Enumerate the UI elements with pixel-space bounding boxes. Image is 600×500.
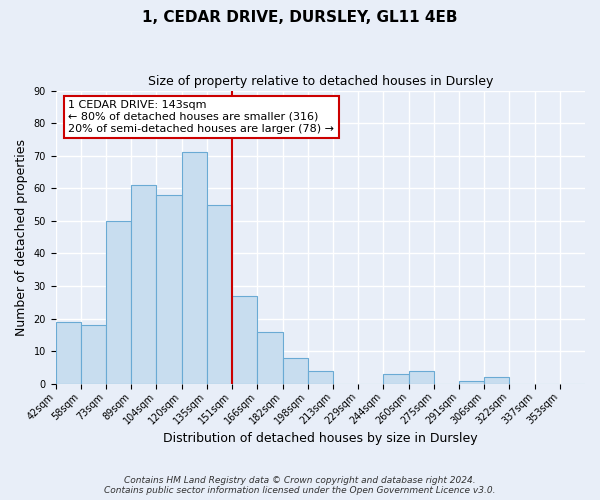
Bar bbox=[81, 325, 106, 384]
Bar bbox=[157, 195, 182, 384]
Bar bbox=[257, 332, 283, 384]
Y-axis label: Number of detached properties: Number of detached properties bbox=[15, 138, 28, 336]
Bar bbox=[383, 374, 409, 384]
Bar bbox=[106, 221, 131, 384]
Bar bbox=[232, 296, 257, 384]
Bar bbox=[459, 380, 484, 384]
Bar bbox=[131, 185, 157, 384]
Bar bbox=[56, 322, 81, 384]
Text: 1 CEDAR DRIVE: 143sqm
← 80% of detached houses are smaller (316)
20% of semi-det: 1 CEDAR DRIVE: 143sqm ← 80% of detached … bbox=[68, 100, 334, 134]
Bar bbox=[283, 358, 308, 384]
Text: Contains HM Land Registry data © Crown copyright and database right 2024.
Contai: Contains HM Land Registry data © Crown c… bbox=[104, 476, 496, 495]
X-axis label: Distribution of detached houses by size in Dursley: Distribution of detached houses by size … bbox=[163, 432, 478, 445]
Bar bbox=[207, 204, 232, 384]
Text: 1, CEDAR DRIVE, DURSLEY, GL11 4EB: 1, CEDAR DRIVE, DURSLEY, GL11 4EB bbox=[142, 10, 458, 25]
Bar bbox=[182, 152, 207, 384]
Bar bbox=[308, 371, 333, 384]
Bar bbox=[409, 371, 434, 384]
Title: Size of property relative to detached houses in Dursley: Size of property relative to detached ho… bbox=[148, 75, 493, 88]
Bar bbox=[484, 378, 509, 384]
